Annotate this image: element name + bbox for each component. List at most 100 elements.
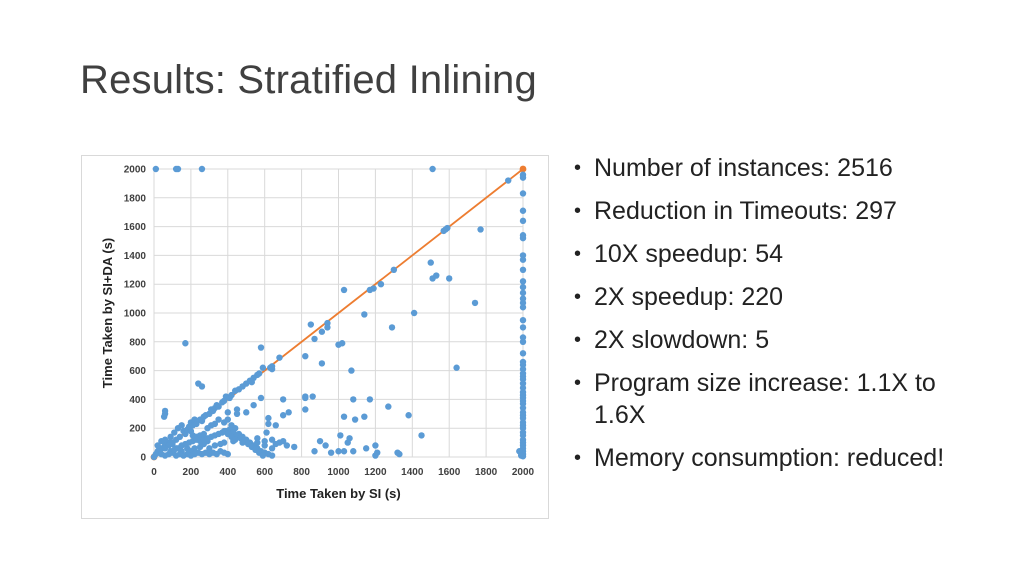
data-point [519,207,527,214]
x-tick-label: 1400 [401,467,424,478]
data-point [519,234,527,242]
data-point [285,409,292,416]
data-point [215,403,222,410]
x-axis-title: Time Taken by SI (s) [276,486,401,501]
data-point [161,436,169,443]
data-point [348,367,355,374]
data-point [167,433,174,441]
data-point [519,174,527,181]
data-point [519,256,527,263]
data-point [471,299,479,307]
data-point [519,278,527,285]
data-point [171,429,178,436]
data-point [322,442,329,449]
scatter-chart: 0 200 400 600 800 1000 1200 1400 1600 1800 2000 0 20… [81,155,549,519]
data-point [265,414,272,422]
data-point [351,416,359,423]
data-point [231,436,239,443]
bullet-2x-speedup: 2X speedup: 220 [574,281,954,313]
bullet-10x-speedup: 10X speedup: 54 [574,238,954,270]
data-point [182,340,189,347]
y-axis-title: Time Taken by SI+DA (s) [100,238,115,388]
data-point [178,422,185,429]
data-point [335,341,342,348]
data-point [429,165,436,173]
data-point [340,448,348,455]
x-tick-label: 1800 [475,467,498,478]
x-tick-label: 200 [183,467,200,478]
data-point [152,165,160,173]
data-point [519,350,527,357]
y-tick-label: 2000 [124,165,147,176]
data-point [257,344,265,351]
data-point [224,409,231,416]
data-point [150,453,158,461]
data-point [198,383,206,390]
data-point [505,177,512,184]
data-point [340,286,348,294]
data-point [243,409,250,416]
bullet-program-size: Program size increase: 1.1X to 1.6X [574,367,954,431]
data-point [261,442,268,449]
data-point [272,422,279,429]
data-point [519,304,527,311]
data-point [337,432,344,439]
data-point [346,435,353,442]
data-point [250,401,257,409]
data-point [307,321,315,328]
data-point [311,335,318,343]
data-point [427,259,434,266]
data-point [374,449,381,456]
data-point [385,403,392,410]
data-point [335,448,342,455]
tick-labels: 0 200 400 600 800 1000 1200 1400 1600 1800 2000 0 20… [124,165,535,479]
data-point [291,443,298,451]
data-point [318,360,326,367]
data-point [211,442,219,449]
data-point [388,324,396,331]
y-tick-label: 1000 [124,309,147,320]
y-tick-label: 1400 [124,251,147,262]
x-tick-label: 600 [256,467,273,478]
data-point [519,289,527,297]
data-point [268,445,276,452]
data-point [302,394,309,402]
data-point [446,275,453,282]
data-point [257,394,265,402]
y-tick-label: 400 [129,395,146,406]
x-tick-label: 1600 [438,467,461,478]
data-point [396,450,403,458]
data-point [263,429,270,436]
x-tick-label: 2000 [512,467,535,478]
y-tick-label: 600 [129,366,146,377]
data-point [361,311,368,318]
data-point [265,420,272,428]
data-point [172,165,180,173]
data-point [279,437,287,445]
data-point [361,413,368,420]
y-tick-label: 1800 [124,193,147,204]
data-point [196,443,204,451]
y-tick-label: 1200 [124,280,147,291]
data-point [279,396,287,403]
data-point [477,226,484,233]
data-point [372,442,379,449]
data-point [442,226,449,233]
data-point [377,281,385,288]
diagonal-endpoint [519,165,527,173]
bullet-2x-slowdown: 2X slowdown: 5 [574,324,954,356]
data-point [324,324,331,331]
bullet-instances: Number of instances: 2516 [574,152,954,184]
data-point [193,420,200,428]
y-tick-label: 0 [140,453,146,464]
data-point [418,432,425,439]
data-point [519,266,527,273]
data-point [217,440,224,448]
data-point [160,413,168,420]
data-point [279,412,287,419]
data-point [198,165,206,173]
data-point [390,266,398,273]
x-tick-label: 0 [151,467,157,478]
data-point [309,393,316,400]
data-point [316,437,324,445]
